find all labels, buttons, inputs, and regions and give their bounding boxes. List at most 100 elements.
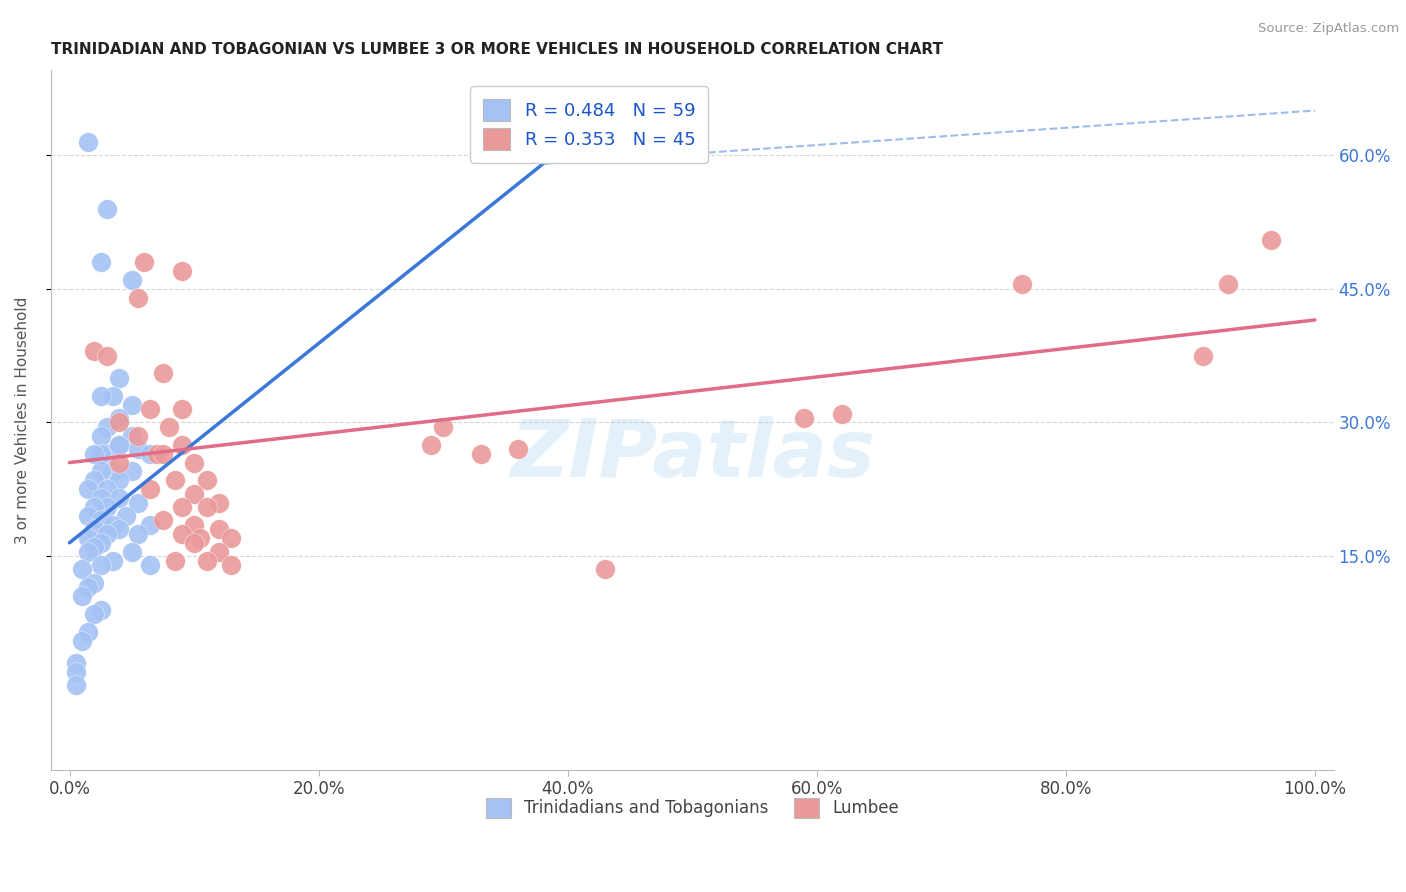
Point	[127, 429, 149, 443]
Point	[183, 517, 205, 532]
Point	[139, 558, 162, 572]
Point	[77, 508, 100, 523]
Point	[70, 562, 93, 576]
Point	[101, 465, 124, 479]
Point	[139, 402, 162, 417]
Point	[96, 483, 118, 497]
Point	[121, 465, 143, 479]
Point	[139, 447, 162, 461]
Point	[101, 517, 124, 532]
Point	[108, 411, 131, 425]
Point	[432, 420, 454, 434]
Point	[90, 389, 112, 403]
Point	[1216, 277, 1239, 292]
Point	[121, 398, 143, 412]
Point	[90, 447, 112, 461]
Point	[70, 589, 93, 603]
Point	[90, 255, 112, 269]
Point	[145, 447, 167, 461]
Point	[134, 255, 156, 269]
Point	[65, 665, 87, 679]
Point	[1260, 233, 1282, 247]
Point	[195, 500, 218, 514]
Text: Source: ZipAtlas.com: Source: ZipAtlas.com	[1258, 22, 1399, 36]
Point	[195, 553, 218, 567]
Point	[170, 402, 193, 417]
Point	[108, 491, 131, 506]
Point	[165, 553, 187, 567]
Point	[165, 474, 187, 488]
Point	[83, 344, 105, 359]
Point	[70, 633, 93, 648]
Point	[121, 429, 143, 443]
Point	[195, 474, 218, 488]
Point	[96, 526, 118, 541]
Point	[1011, 277, 1033, 292]
Point	[77, 531, 100, 545]
Point	[127, 442, 149, 457]
Text: ZIPatlas: ZIPatlas	[510, 417, 875, 494]
Point	[96, 202, 118, 216]
Point	[101, 553, 124, 567]
Point	[90, 491, 112, 506]
Point	[108, 371, 131, 385]
Point	[90, 558, 112, 572]
Point	[221, 558, 243, 572]
Point	[170, 438, 193, 452]
Point	[221, 531, 243, 545]
Point	[83, 447, 105, 461]
Point	[506, 442, 529, 457]
Point	[170, 500, 193, 514]
Point	[139, 483, 162, 497]
Point	[108, 438, 131, 452]
Point	[108, 438, 131, 452]
Point	[77, 544, 100, 558]
Point	[101, 389, 124, 403]
Point	[83, 474, 105, 488]
Point	[188, 531, 211, 545]
Point	[90, 535, 112, 549]
Point	[77, 135, 100, 149]
Point	[152, 367, 174, 381]
Point	[183, 535, 205, 549]
Point	[65, 656, 87, 670]
Point	[208, 544, 231, 558]
Point	[208, 522, 231, 536]
Point	[96, 349, 118, 363]
Point	[96, 500, 118, 514]
Point	[108, 416, 131, 430]
Point	[90, 602, 112, 616]
Text: TRINIDADIAN AND TOBAGONIAN VS LUMBEE 3 OR MORE VEHICLES IN HOUSEHOLD CORRELATION: TRINIDADIAN AND TOBAGONIAN VS LUMBEE 3 O…	[51, 42, 943, 57]
Y-axis label: 3 or more Vehicles in Household: 3 or more Vehicles in Household	[15, 296, 30, 544]
Point	[108, 474, 131, 488]
Point	[96, 420, 118, 434]
Point	[77, 580, 100, 594]
Point	[127, 291, 149, 305]
Point	[831, 407, 853, 421]
Point	[183, 487, 205, 501]
Point	[83, 522, 105, 536]
Point	[593, 562, 616, 576]
Point	[90, 429, 112, 443]
Point	[152, 513, 174, 527]
Point	[108, 456, 131, 470]
Point	[121, 544, 143, 558]
Point	[96, 447, 118, 461]
Point	[90, 513, 112, 527]
Point	[208, 496, 231, 510]
Point	[121, 273, 143, 287]
Point	[152, 447, 174, 461]
Point	[470, 447, 492, 461]
Point	[83, 500, 105, 514]
Point	[77, 624, 100, 639]
Point	[65, 678, 87, 692]
Point	[170, 526, 193, 541]
Point	[127, 496, 149, 510]
Point	[83, 575, 105, 590]
Point	[157, 420, 180, 434]
Point	[793, 411, 815, 425]
Point	[83, 540, 105, 554]
Point	[114, 508, 136, 523]
Point	[139, 517, 162, 532]
Point	[1192, 349, 1215, 363]
